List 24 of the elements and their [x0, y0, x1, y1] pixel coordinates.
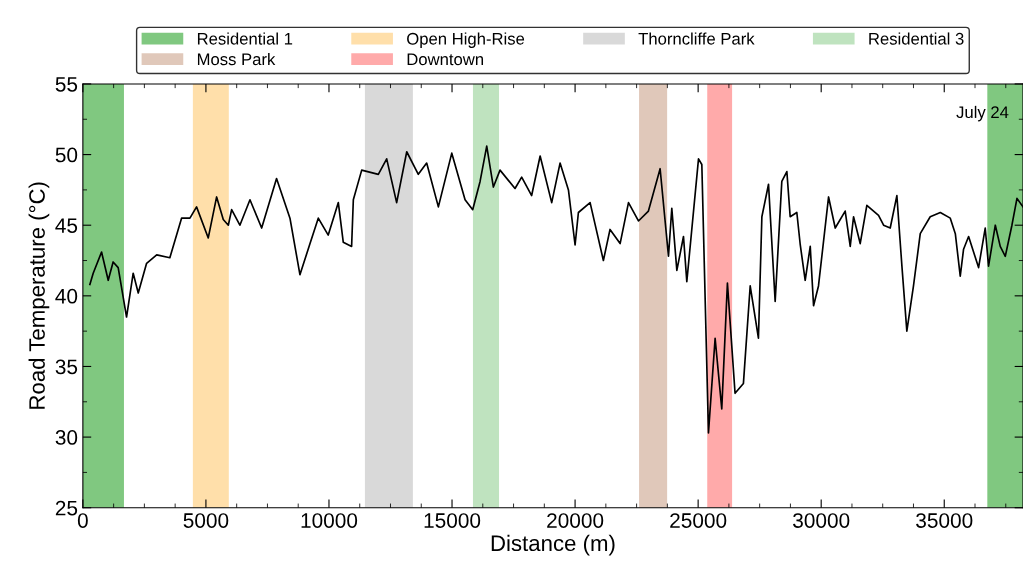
y-tick-label: 40	[55, 288, 78, 304]
x-tick-label: 15000	[424, 513, 481, 528]
legend-label: Residential 1	[197, 32, 293, 45]
x-tick-label: 0	[77, 513, 88, 528]
x-tick-label: 10000	[301, 513, 358, 528]
y-tick-label: 55	[55, 77, 78, 92]
x-tick-label: 5000	[183, 513, 229, 528]
x-tick-label: 35000	[916, 513, 973, 528]
legend-label: Residential 3	[869, 32, 964, 45]
legend-label: Thorncliffe Park	[638, 32, 755, 45]
legend-label: Downtown	[407, 53, 484, 66]
x-tick-label: 20000	[547, 513, 604, 528]
y-axis-title: Road Temperature (°C)	[28, 182, 50, 409]
legend-label: Open High-Rise	[407, 32, 525, 48]
y-tick-label: 30	[55, 430, 78, 445]
legend-label: Moss Park	[197, 52, 276, 66]
x-tick-label: 25000	[670, 513, 727, 528]
y-tick-label: 45	[55, 218, 78, 233]
y-tick-label: 50	[55, 147, 78, 163]
y-tick-label: 25	[55, 500, 78, 516]
x-axis-title: Distance (m)	[491, 534, 615, 556]
y-tick-label: 35	[55, 359, 78, 375]
annotation: July 24	[956, 105, 1009, 122]
x-tick-label: 30000	[793, 513, 850, 528]
